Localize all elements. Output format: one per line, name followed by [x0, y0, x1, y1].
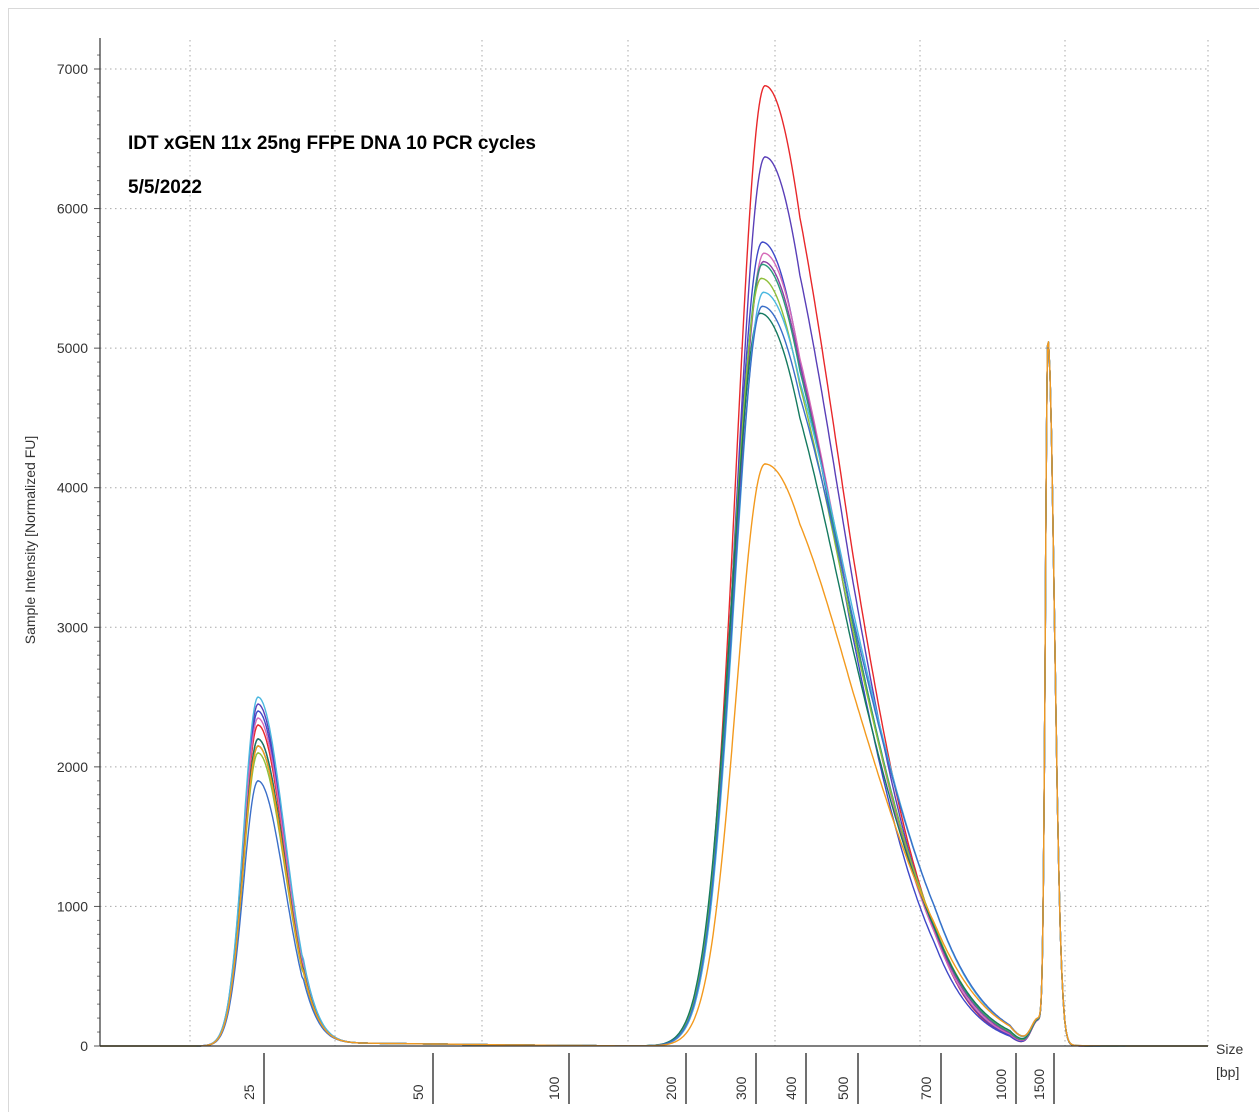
peak-point: [762, 291, 765, 294]
peak-point: [257, 752, 259, 754]
peak-point: [763, 252, 765, 255]
x-tick-label: 50: [410, 1084, 426, 1100]
x-tick-label: 1500: [1031, 1069, 1047, 1100]
traces-layer: [100, 84, 1208, 1047]
peak-point: [760, 277, 763, 280]
annotation-date: 5/5/2022: [128, 177, 202, 198]
annotation-title: IDT xGEN 11x 25ng FFPE DNA 10 PCR cycles: [128, 133, 536, 154]
x-tick-label: 1000: [993, 1069, 1009, 1100]
y-tick-label: 5000: [57, 340, 88, 356]
peak-point: [761, 241, 764, 243]
y-tick-label: 0: [80, 1038, 88, 1054]
y-tick-label: 4000: [57, 480, 88, 496]
x-axis-title-line1: Size: [1216, 1041, 1243, 1057]
x-tick-label: 500: [835, 1076, 851, 1100]
peak-point: [257, 696, 259, 698]
y-tick-label: 1000: [57, 898, 88, 914]
peak-point: [762, 260, 765, 263]
trace-series: [100, 277, 1208, 1047]
trace-series: [100, 252, 1208, 1047]
x-axis-title-line2: [bp]: [1216, 1064, 1239, 1080]
trace-series: [100, 341, 1208, 1047]
x-tick-label: 100: [546, 1076, 562, 1100]
y-axis-title: Sample Intensity [Normalized FU]: [22, 436, 38, 645]
peak-point: [257, 745, 259, 747]
x-tick-label: 700: [918, 1076, 934, 1100]
y-tick-label: 6000: [57, 201, 88, 217]
x-tick-label: 200: [663, 1076, 679, 1100]
trace-series: [100, 312, 1208, 1047]
peak-point: [257, 738, 259, 740]
y-tick-label: 2000: [57, 759, 88, 775]
y-tick-label: 7000: [57, 61, 88, 77]
x-tick-label: 300: [733, 1076, 749, 1100]
peak-point: [764, 156, 766, 158]
axes-layer: 0 1000 2000 3000 4000 5000 6000 7000 25 50 100 200 3…: [57, 38, 1208, 1104]
peak-point: [759, 312, 761, 315]
trace-series: [100, 241, 1208, 1047]
trace-series: [100, 263, 1208, 1047]
peak-point: [257, 780, 259, 782]
x-tick-label: 25: [241, 1084, 257, 1100]
trace-series: [100, 291, 1208, 1047]
chart-frame: [8, 8, 1259, 1112]
y-tick-label: 3000: [57, 619, 88, 635]
peak-point: [1047, 347, 1049, 349]
trace-series: [100, 260, 1208, 1047]
peak-point: [257, 703, 259, 705]
trace-series: [100, 305, 1208, 1047]
peak-point: [761, 305, 764, 308]
peak-point: [764, 463, 766, 465]
peak-point: [764, 84, 766, 87]
peak-point: [761, 263, 764, 266]
peak-point: [257, 717, 259, 719]
trace-series: [100, 156, 1208, 1047]
peak-point: [257, 724, 259, 726]
grid-layer: [100, 40, 1209, 1046]
trace-series: [100, 85, 1208, 1047]
peak-point: [257, 710, 259, 712]
x-tick-label: 400: [783, 1076, 799, 1100]
